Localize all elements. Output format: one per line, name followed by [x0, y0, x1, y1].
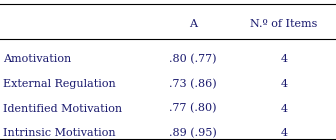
Text: External Regulation: External Regulation — [3, 79, 116, 89]
Text: 4: 4 — [280, 54, 288, 65]
Text: 4: 4 — [280, 103, 288, 114]
Text: Amotivation: Amotivation — [3, 54, 72, 65]
Text: 4: 4 — [280, 128, 288, 138]
Text: A: A — [189, 19, 197, 29]
Text: .77 (.80): .77 (.80) — [169, 103, 217, 114]
Text: .80 (.77): .80 (.77) — [169, 54, 217, 65]
Text: .73 (.86): .73 (.86) — [169, 79, 217, 89]
Text: Intrinsic Motivation: Intrinsic Motivation — [3, 128, 116, 138]
Text: .89 (.95): .89 (.95) — [169, 128, 217, 138]
Text: N.º of Items: N.º of Items — [250, 19, 318, 29]
Text: 4: 4 — [280, 79, 288, 89]
Text: Identified Motivation: Identified Motivation — [3, 103, 123, 114]
